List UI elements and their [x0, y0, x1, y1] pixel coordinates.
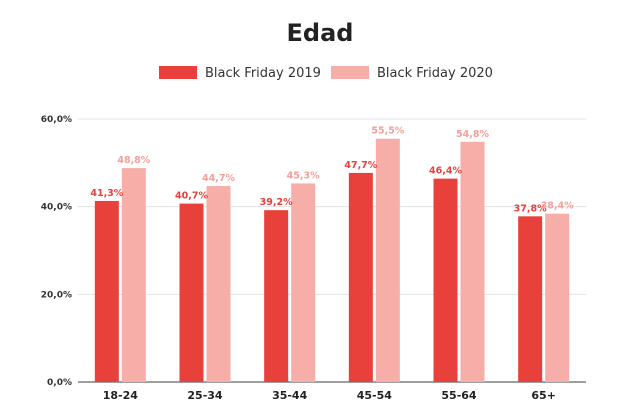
legend-label-black-friday-2019: Black Friday 2019 [205, 66, 321, 81]
data-label: 41,3% [90, 188, 123, 199]
gridlines [78, 118, 586, 383]
y-axis-ticks: 0,0% 20,0% 40,0% 60,0% [41, 115, 72, 388]
data-label: 48,8% [117, 155, 150, 166]
bar-18-24-black-friday-2019 [94, 200, 119, 382]
data-label: 40,7% [175, 191, 208, 202]
bar-35-44-black-friday-2020 [291, 183, 316, 382]
data-label: 55,5% [371, 126, 404, 137]
bar-65+-black-friday-2019 [518, 216, 543, 382]
bar-25-34-black-friday-2020 [206, 186, 231, 382]
bar-45-54-black-friday-2019 [348, 172, 373, 382]
data-label: 37,8% [514, 203, 547, 214]
x-tick-label: 18-24 [103, 389, 139, 402]
x-tick-label: 45-54 [357, 389, 393, 402]
x-tick-label: 55-64 [441, 389, 477, 402]
bar-65+-black-friday-2020 [545, 213, 570, 382]
x-axis-labels: 18-24 25-34 35-44 45-54 55-64 65+ [103, 389, 556, 402]
chart-legend: Black Friday 2019 Black Friday 2020 [159, 66, 493, 81]
legend-swatch-black-friday-2019 [159, 66, 197, 79]
data-label: 46,4% [429, 166, 462, 177]
bar-55-64-black-friday-2019 [433, 178, 458, 382]
bar-35-44-black-friday-2019 [264, 210, 289, 382]
y-tick-label: 20,0% [41, 290, 72, 300]
x-tick-label: 35-44 [272, 389, 308, 402]
data-label: 39,2% [260, 197, 293, 208]
data-label: 44,7% [202, 173, 235, 184]
x-tick-label: 25-34 [187, 389, 223, 402]
data-label: 47,7% [344, 160, 377, 171]
data-labels: 41,3% 48,8% 40,7% 44,7% 39,2% 45,3% 47,7% 55,5%… [90, 126, 574, 215]
bar-18-24-black-friday-2020 [121, 168, 146, 382]
data-label: 45,3% [287, 170, 320, 181]
bar-25-34-black-friday-2019 [179, 203, 204, 382]
bar-55-64-black-friday-2020 [460, 141, 485, 382]
y-tick-label: 0,0% [47, 378, 72, 388]
y-tick-label: 40,0% [41, 203, 72, 213]
x-tick-label: 65+ [531, 389, 556, 402]
data-label: 54,8% [456, 129, 489, 140]
chart-title: Edad [287, 19, 354, 47]
bar-45-54-black-friday-2020 [375, 138, 400, 382]
bars [94, 138, 570, 382]
y-tick-label: 60,0% [41, 115, 72, 125]
legend-swatch-black-friday-2020 [331, 66, 369, 79]
legend-label-black-friday-2020: Black Friday 2020 [377, 66, 493, 81]
data-label: 38,4% [541, 201, 574, 212]
